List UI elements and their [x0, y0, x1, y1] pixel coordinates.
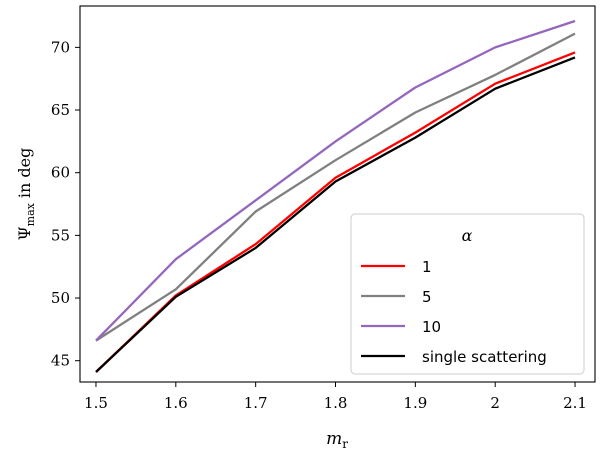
series-line-3 — [95, 56, 576, 373]
x-tick-label: 1.5 — [84, 394, 108, 412]
y-axis-label-sub: max — [24, 202, 37, 226]
legend-entries: 1 5 10 single scattering — [361, 258, 547, 366]
x-tick-label: 1.8 — [324, 394, 348, 412]
y-axis-ticks: 45 50 55 60 65 70 — [51, 38, 80, 370]
y-axis-label-main: Ψ — [15, 226, 34, 240]
y-axis-label: Ψmax in deg — [15, 148, 37, 241]
legend-box — [350, 213, 585, 375]
series-line-2 — [95, 19, 576, 342]
legend-label-0: 1 — [422, 258, 432, 276]
x-axis-label: mr — [326, 429, 348, 451]
x-axis-label-main: m — [326, 429, 342, 449]
x-tick-label: 1.9 — [403, 394, 427, 412]
legend-label-1: 5 — [422, 288, 432, 306]
x-tick-label: 2.1 — [563, 394, 587, 412]
y-axis-label-suffix: in deg — [15, 148, 34, 204]
y-tick-label: 60 — [51, 164, 70, 182]
plot-frame — [79, 5, 596, 383]
legend: α 1 5 10 single scattering — [350, 213, 585, 375]
y-tick-label: 55 — [51, 226, 70, 244]
y-tick-label: 50 — [51, 289, 70, 307]
y-tick-label: 65 — [51, 101, 70, 119]
legend-label-3: single scattering — [422, 348, 547, 366]
x-tick-label: 2 — [490, 394, 500, 412]
x-axis-label-sub: r — [342, 437, 348, 451]
y-tick-label: 70 — [51, 38, 70, 56]
series-lines — [95, 19, 576, 373]
legend-title: α — [462, 226, 473, 245]
series-line-1 — [95, 32, 576, 342]
legend-label-2: 10 — [422, 318, 441, 336]
x-tick-label: 1.6 — [164, 394, 188, 412]
x-tick-label: 1.7 — [244, 394, 268, 412]
x-axis-ticks: 1.5 1.6 1.7 1.8 1.9 2 2.1 — [84, 382, 587, 412]
y-tick-label: 45 — [51, 352, 70, 370]
